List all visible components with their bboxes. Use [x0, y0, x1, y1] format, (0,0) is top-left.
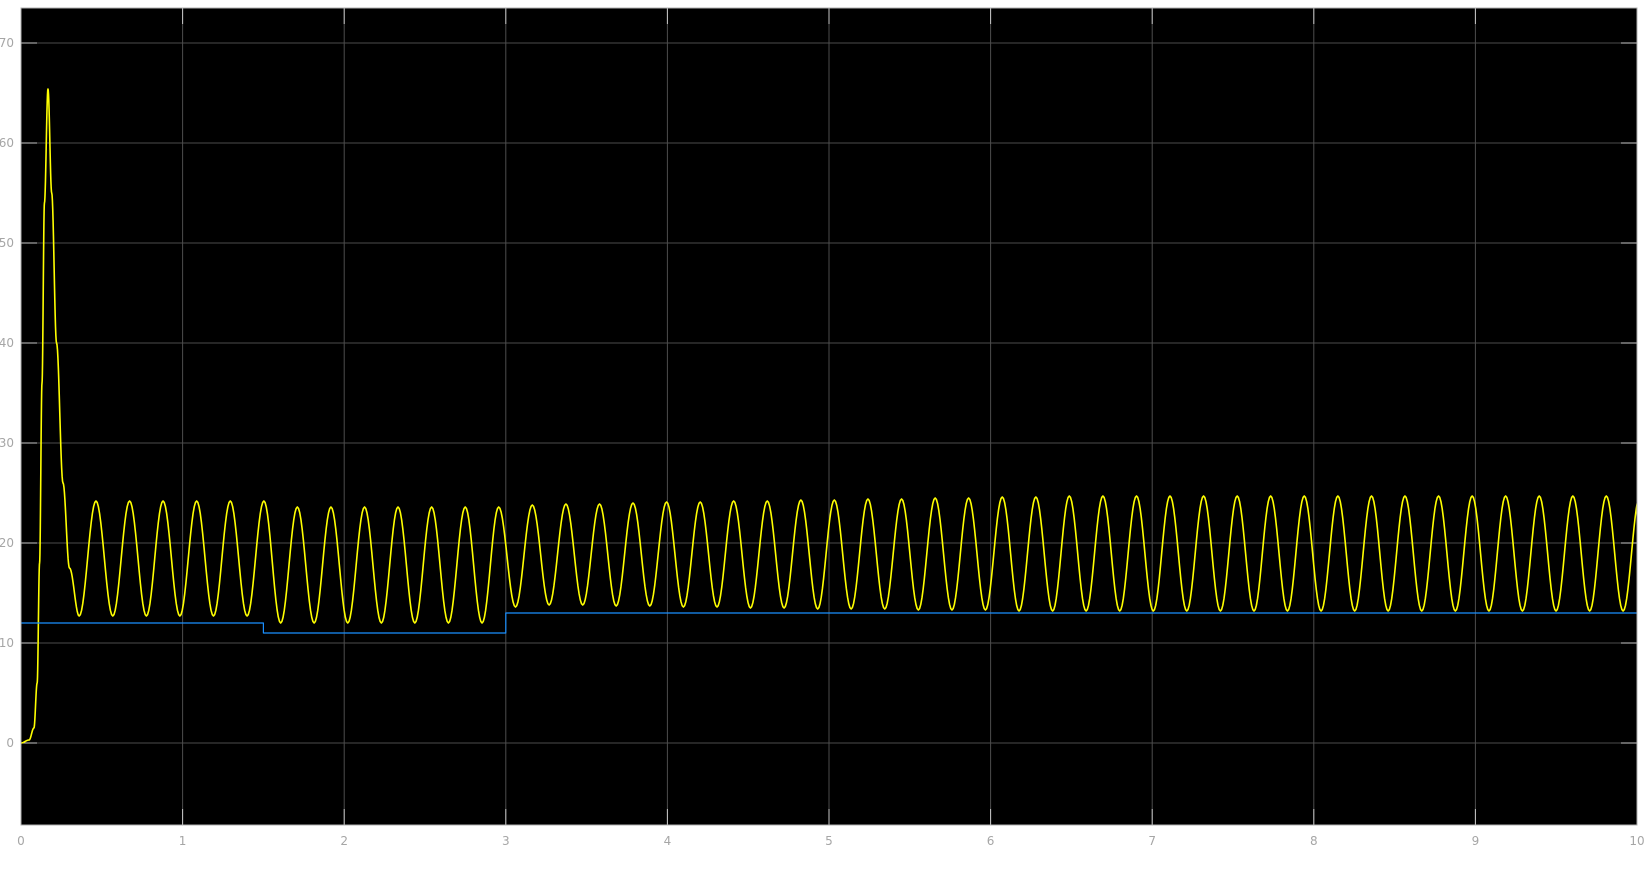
tick-labels: 0 1 2 3 4 5 6 7 8 9 10 0 10 20 30 40 50 60 70	[0, 36, 1645, 848]
x-tick-label: 6	[987, 834, 995, 848]
x-tick-label: 7	[1148, 834, 1156, 848]
series-group	[21, 88, 1637, 744]
y-tick-label: 70	[0, 36, 14, 50]
y-tick-label: 40	[0, 336, 14, 350]
x-tick-label: 5	[825, 834, 833, 848]
x-tick-label: 3	[502, 834, 510, 848]
y-tick-label: 30	[0, 436, 14, 450]
grid	[21, 8, 1637, 825]
plot-frame	[20, 7, 1638, 826]
x-tick-label: 8	[1310, 834, 1318, 848]
blue-reference-line	[21, 612, 1637, 634]
x-tick-label: 1	[179, 834, 187, 848]
x-tick-label: 10	[1629, 834, 1644, 848]
x-tick-label: 2	[340, 834, 348, 848]
x-tick-label: 0	[17, 834, 25, 848]
tick-marks	[21, 8, 1637, 825]
yellow-signal-line	[21, 88, 1637, 744]
x-tick-label: 4	[664, 834, 672, 848]
y-tick-label: 50	[0, 236, 14, 250]
x-tick-label: 9	[1472, 834, 1480, 848]
y-tick-label: 20	[0, 536, 14, 550]
y-tick-label: 10	[0, 636, 14, 650]
y-tick-label: 60	[0, 136, 14, 150]
y-tick-label: 0	[6, 736, 14, 750]
